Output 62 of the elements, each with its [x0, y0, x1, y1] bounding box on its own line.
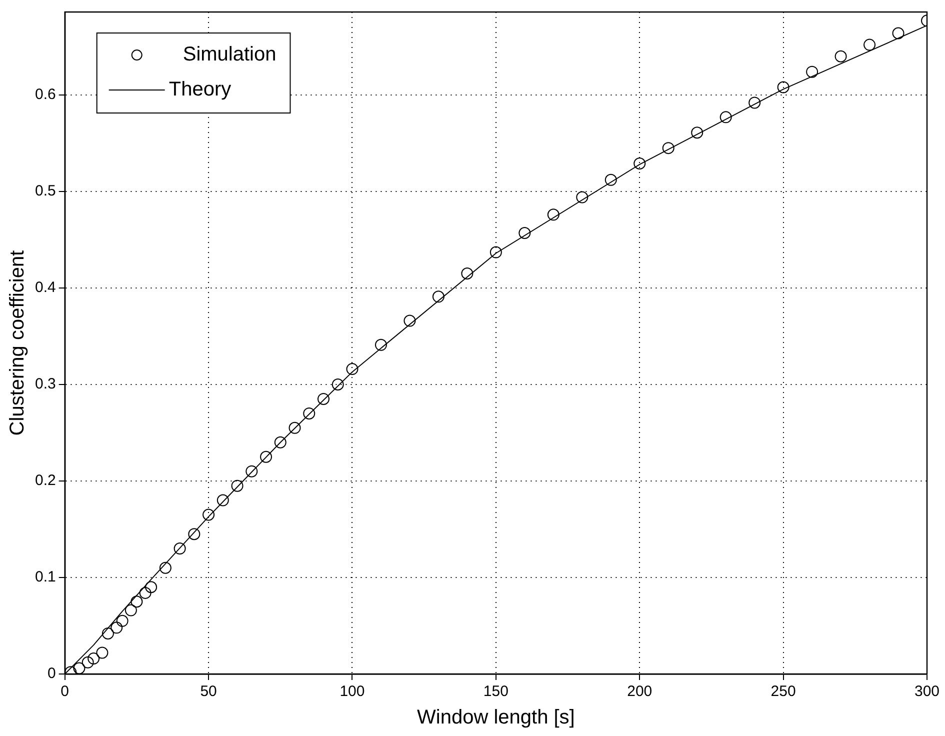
point — [110, 622, 123, 634]
point — [892, 27, 904, 40]
point — [303, 407, 316, 420]
y-tick-label: 0.5 — [34, 182, 56, 200]
x-tick-label: 300 — [914, 683, 940, 700]
point — [346, 363, 358, 376]
point — [461, 268, 474, 280]
point — [202, 508, 215, 521]
point — [96, 646, 108, 659]
point — [864, 38, 876, 51]
point — [88, 652, 100, 665]
x-tick-label: 200 — [627, 683, 652, 700]
point — [634, 158, 646, 170]
point — [274, 436, 286, 448]
point — [576, 191, 588, 204]
y-tick-label: 0.1 — [34, 568, 56, 586]
point — [518, 226, 531, 239]
point — [691, 126, 704, 139]
point — [174, 542, 186, 555]
legend-label: Theory — [168, 78, 232, 101]
point — [332, 378, 344, 390]
y-tick-label: 0 — [48, 665, 56, 682]
point — [374, 338, 387, 351]
point — [145, 581, 158, 594]
point — [116, 614, 128, 627]
x-axis-title: Window length [s] — [416, 706, 575, 729]
point — [231, 480, 244, 492]
point — [432, 290, 444, 303]
point — [260, 450, 272, 463]
point — [130, 596, 143, 608]
point — [188, 528, 200, 540]
point — [834, 50, 847, 62]
point — [246, 465, 258, 478]
y-tick-label: 0.6 — [34, 86, 56, 104]
point — [777, 81, 790, 94]
point — [748, 96, 761, 109]
x-tick-label: 50 — [200, 683, 217, 700]
point — [806, 66, 818, 78]
y-tick-label: 0.3 — [34, 376, 56, 393]
point — [82, 656, 94, 668]
y-axis-title: Clustering coefficient — [6, 250, 29, 436]
point — [216, 494, 229, 506]
point — [490, 246, 502, 258]
point — [124, 604, 137, 616]
point — [159, 562, 172, 574]
point — [102, 627, 114, 640]
y-tick-label: 0.2 — [34, 472, 56, 490]
point — [547, 208, 560, 221]
x-tick-label: 150 — [483, 683, 508, 700]
point — [73, 662, 86, 674]
x-tick-label: 250 — [770, 683, 796, 700]
y-tick-label: 0.4 — [34, 279, 56, 296]
point — [604, 174, 617, 186]
point — [404, 314, 416, 327]
point — [288, 422, 301, 434]
point — [139, 586, 152, 599]
point — [317, 392, 330, 405]
x-tick-label: 100 — [340, 683, 365, 700]
point — [662, 142, 674, 154]
x-tick-label: 0 — [60, 683, 70, 700]
point — [720, 111, 732, 124]
legend-label: Simulation — [182, 44, 276, 66]
